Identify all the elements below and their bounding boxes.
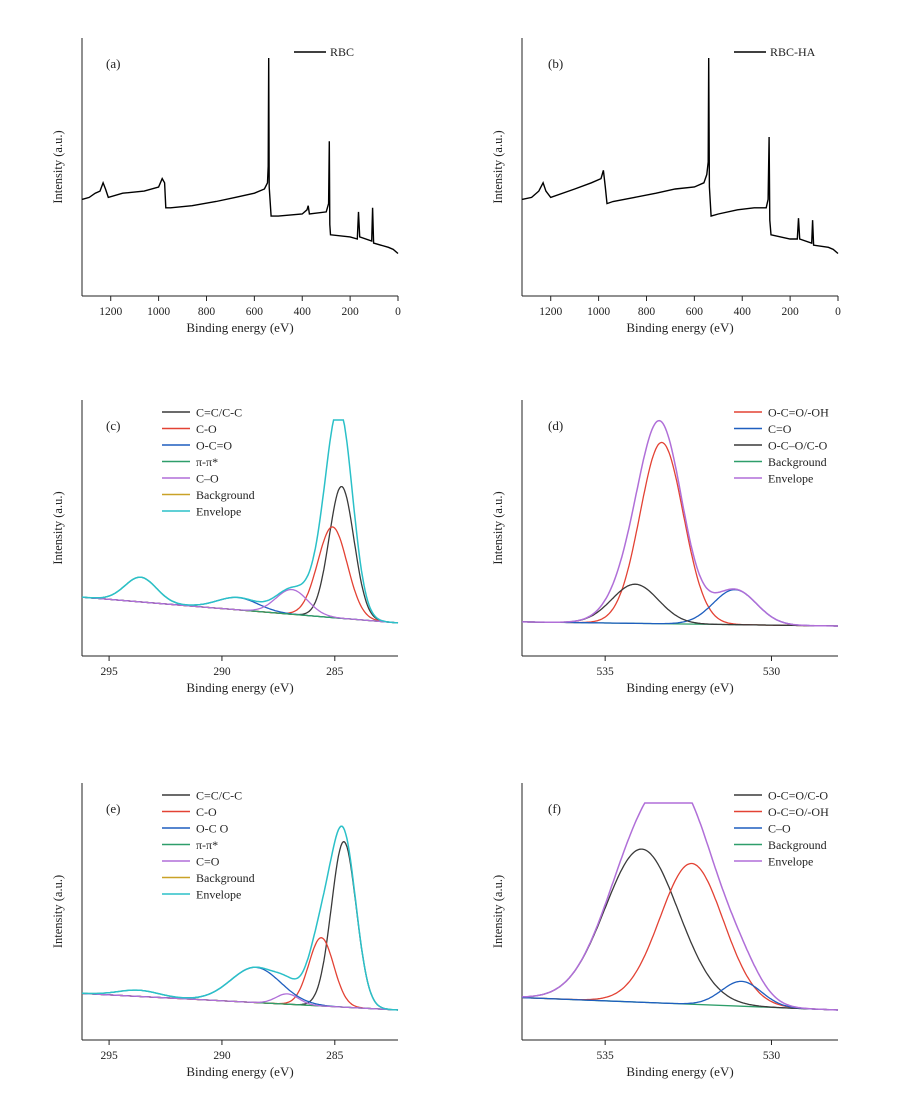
envelope-line xyxy=(82,825,399,1011)
component-peak-5 xyxy=(81,992,399,1011)
y-axis-label: Intensity (a.u.) xyxy=(491,491,505,564)
legend-label: O-C=O/-OH xyxy=(768,406,829,420)
x-tick-label: 200 xyxy=(781,306,799,318)
legend-label: RBC xyxy=(330,45,354,59)
legend-label: C=C/C-C xyxy=(196,789,242,803)
x-axis-label: Binding energy (eV) xyxy=(626,320,733,335)
legend-label: C–O xyxy=(196,472,219,486)
legend-label: Envelope xyxy=(196,505,241,519)
x-axis-label: Binding energy (eV) xyxy=(186,1064,293,1079)
chart-panel-5: 295 290 285 Binding energy (eV) Intensity (a… xyxy=(51,783,399,1079)
x-tick-label: 0 xyxy=(395,306,401,318)
component-peak-1 xyxy=(81,840,399,1011)
y-axis-label: Intensity (a.u.) xyxy=(491,875,505,948)
x-tick-label: 800 xyxy=(198,306,216,318)
legend-label: C=O xyxy=(768,422,792,436)
y-axis-label: Intensity (a.u.) xyxy=(491,130,505,203)
x-tick-label: 295 xyxy=(100,1050,118,1062)
panel-label: (b) xyxy=(548,56,563,71)
x-tick-label: 535 xyxy=(597,666,615,678)
x-tick-label: 530 xyxy=(763,666,781,678)
legend-label: Background xyxy=(196,488,255,502)
legend-label: C=C/C-C xyxy=(196,406,242,420)
legend-label: O-C O xyxy=(196,822,229,836)
x-axis-label: Binding energy (eV) xyxy=(626,1064,733,1079)
x-tick-label: 400 xyxy=(734,306,752,318)
series-line-rbc xyxy=(81,57,399,255)
envelope-line xyxy=(81,419,399,624)
component-peak-4 xyxy=(81,576,399,624)
legend-label: C–O xyxy=(768,822,791,836)
envelope-line xyxy=(522,419,838,627)
legend-label: Background xyxy=(196,871,255,885)
component-peak-3 xyxy=(522,980,838,1011)
x-tick-label: 600 xyxy=(686,306,704,318)
x-tick-label: 290 xyxy=(213,666,231,678)
legend-label: Background xyxy=(768,455,827,469)
x-tick-label: 400 xyxy=(294,306,312,318)
panel-label: (c) xyxy=(106,418,120,433)
legend-label: O-C=O/-OH xyxy=(768,805,829,819)
component-peak-2 xyxy=(522,862,839,1011)
legend-label: Envelope xyxy=(196,888,241,902)
x-tick-label: 1200 xyxy=(99,306,122,318)
x-axis-label: Binding energy (eV) xyxy=(186,680,293,695)
x-tick-label: 800 xyxy=(638,306,656,318)
component-peak-2 xyxy=(81,526,399,624)
legend-label: Background xyxy=(768,838,827,852)
legend-label: O-C–O/C-O xyxy=(768,439,828,453)
envelope-line xyxy=(521,802,839,1011)
legend-label: π-π* xyxy=(196,838,218,852)
x-tick-label: 530 xyxy=(763,1050,781,1062)
component-peak-3 xyxy=(522,583,838,627)
legend-label: π-π* xyxy=(196,455,218,469)
x-axis-label: Binding energy (eV) xyxy=(626,680,733,695)
legend-label: Envelope xyxy=(768,472,813,486)
chart-panel-4: 535 530 Binding energy (eV) Intensity (a.u.… xyxy=(491,400,839,695)
x-tick-label: 1200 xyxy=(539,306,562,318)
x-tick-label: 290 xyxy=(213,1050,231,1062)
x-axis-label: Binding energy (eV) xyxy=(186,320,293,335)
component-peak-5 xyxy=(81,588,399,624)
x-tick-label: 0 xyxy=(835,306,841,318)
component-peak-2 xyxy=(522,588,838,627)
x-tick-label: 1000 xyxy=(587,306,610,318)
x-tick-label: 600 xyxy=(246,306,264,318)
y-axis-label: Intensity (a.u.) xyxy=(51,130,65,203)
y-axis-label: Intensity (a.u.) xyxy=(51,491,65,564)
panel-label: (e) xyxy=(106,801,120,816)
series-line-rbc-ha xyxy=(521,57,839,255)
x-tick-label: 200 xyxy=(341,306,359,318)
x-tick-label: 1000 xyxy=(147,306,170,318)
panel-label: (a) xyxy=(106,56,120,71)
legend-label: C=O xyxy=(196,855,220,869)
panel-label: (d) xyxy=(548,418,563,433)
legend-label: C-O xyxy=(196,422,217,436)
x-tick-label: 295 xyxy=(100,666,118,678)
legend-label: O-C=O xyxy=(196,439,232,453)
legend-label: RBC-HA xyxy=(770,45,816,59)
chart-panel-2: 1200 1000 800 600 400 200 0 Binding energy (eV)… xyxy=(491,38,841,335)
component-peak-1 xyxy=(522,441,838,627)
chart-panel-3: 295 290 285 Binding energy (eV) Intensity (a… xyxy=(51,400,399,695)
chart-panel-6: 535 530 Binding energy (eV) Intensity (a.u.… xyxy=(491,783,839,1079)
chart-panel-1: 1200 1000 800 600 400 200 0 Binding energy (eV)… xyxy=(51,38,401,335)
x-tick-label: 285 xyxy=(326,666,344,678)
legend-label: C-O xyxy=(196,805,217,819)
x-tick-label: 535 xyxy=(597,1050,615,1062)
legend-label: Envelope xyxy=(768,855,813,869)
panel-label: (f) xyxy=(548,801,561,816)
y-axis-label: Intensity (a.u.) xyxy=(51,875,65,948)
x-tick-label: 285 xyxy=(326,1050,344,1062)
legend-label: O-C=O/C-O xyxy=(768,789,828,803)
